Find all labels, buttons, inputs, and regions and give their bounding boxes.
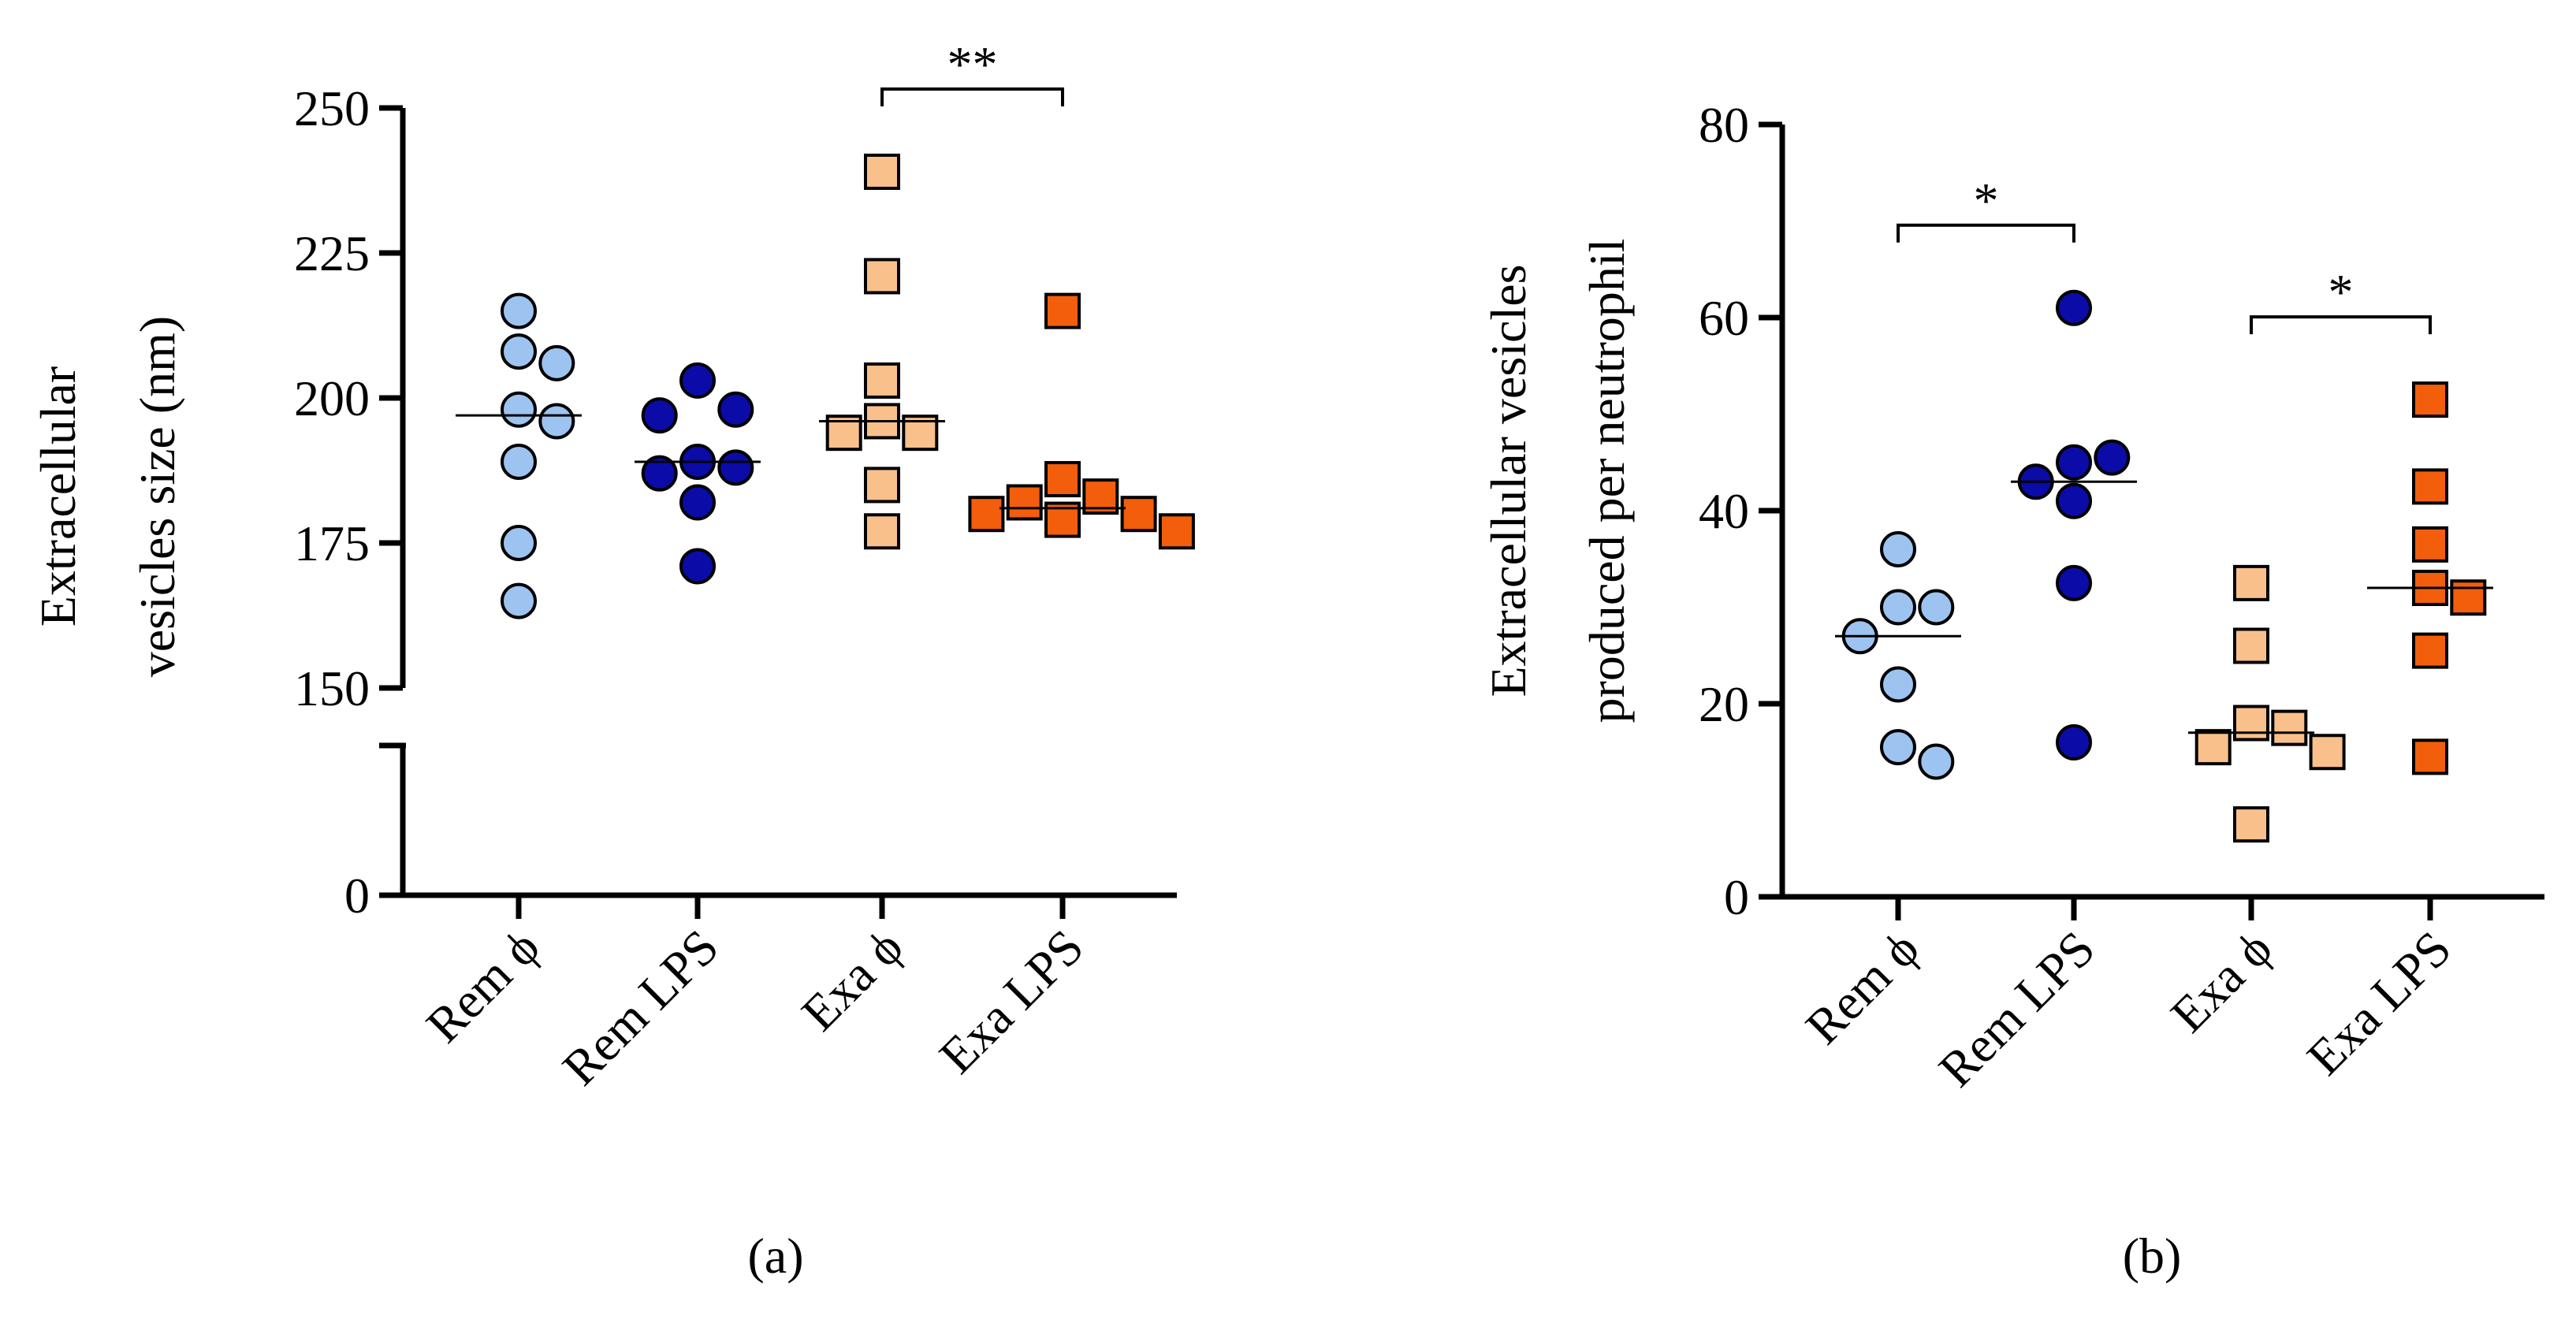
y-tick-label: 20 [1699,676,1749,732]
data-point [641,455,678,492]
x-tick-label: Exa LPS [929,919,1094,1084]
panel-label: (a) [747,1228,803,1284]
y-tick-label: 0 [1724,869,1749,925]
data-point [968,496,1005,533]
data-point [2233,806,2269,843]
significance-label: * [2328,264,2354,320]
data-point [679,548,716,585]
data-point [864,513,900,550]
data-point [1120,496,1157,533]
data-point [2194,729,2232,766]
data-point [717,449,754,486]
data-point [1006,484,1043,521]
data-point [538,344,575,381]
y-tick-label: 40 [1699,483,1749,539]
y-tick-label: 150 [294,660,370,716]
data-point [2233,627,2269,664]
data-point [2056,289,2092,326]
y-tick-label: 0 [344,868,370,924]
data-point [1044,292,1081,329]
y-tick-label: 60 [1699,290,1749,346]
significance-bracket [2250,315,2432,335]
x-tick-label: Exa ϕ [791,919,914,1042]
panel-label: (b) [2123,1228,2182,1284]
x-tick-label: Rem LPS [1928,920,2105,1098]
data-point [2271,709,2308,746]
significance-bracket [1897,223,2075,243]
data-point [1880,589,1916,626]
data-point [2309,734,2346,771]
data-point [2450,579,2487,616]
data-point [1880,666,1916,703]
data-point [1880,531,1916,567]
y-tick-label: 175 [294,515,370,571]
data-point [538,403,575,440]
data-point [2233,705,2269,742]
data-point [501,525,537,561]
data-point [2412,468,2448,505]
y-tick-label: 225 [294,225,370,281]
x-tick-label: Rem ϕ [1795,920,1930,1055]
data-point [501,292,537,329]
x-tick-label: Exa ϕ [2160,920,2283,1043]
y-axis-label: Extracellular [30,366,86,627]
y-tick-label: 250 [294,80,370,136]
significance-bracket [880,87,1064,106]
y-axis-label: vesicles size (nm) [129,316,185,678]
data-point [2412,381,2448,418]
x-tick-label: Rem ϕ [415,919,550,1054]
data-point [501,443,537,480]
data-point [679,484,716,521]
data-point [1044,461,1081,498]
data-point [2412,526,2448,563]
data-point [2412,738,2448,775]
data-point [501,333,537,370]
significance-label: * [1974,173,1999,229]
data-point [864,467,900,504]
data-point [1158,513,1195,550]
data-point [2094,439,2131,476]
data-point [1880,729,1916,766]
y-tick-label: 200 [294,370,370,426]
y-axis-label: Extracellular vesicles [1480,264,1536,697]
data-point [1918,743,1955,780]
significance-label: ** [947,36,998,92]
data-point [501,582,537,619]
x-tick-label: Exa LPS [2296,920,2462,1086]
y-tick-label: 80 [1699,97,1749,153]
x-tick-label: Rem LPS [552,919,729,1096]
data-point [679,362,716,399]
data-point [1044,501,1081,538]
data-point [501,391,537,428]
data-point [2056,482,2092,519]
data-point [864,258,900,295]
data-point [641,397,678,434]
data-point [717,391,754,428]
data-point [864,362,900,399]
data-point [2056,564,2092,601]
data-point [2056,444,2092,481]
y-axis-label: produced per neutrophil [1579,239,1635,723]
data-point [2056,724,2092,760]
data-point [864,153,900,190]
data-point [2412,632,2448,669]
data-point [2233,564,2269,601]
data-point [1918,589,1955,626]
